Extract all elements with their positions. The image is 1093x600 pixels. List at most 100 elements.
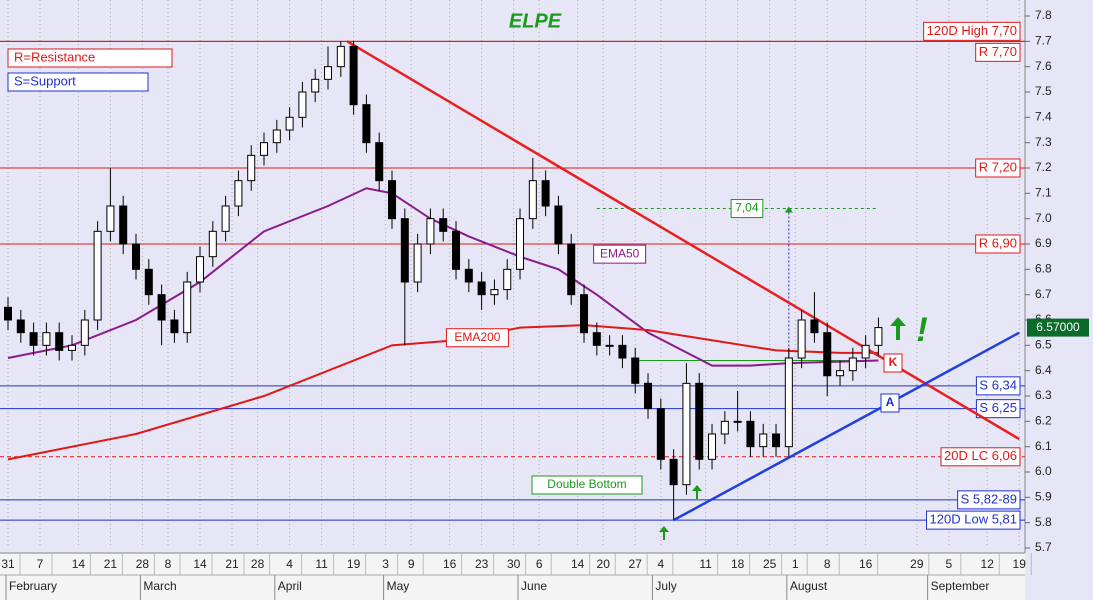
x-tick-label: 18 bbox=[731, 557, 745, 571]
x-axis-area bbox=[0, 553, 1025, 600]
level-label-box bbox=[975, 158, 1021, 178]
x-tick-label: 9 bbox=[408, 557, 415, 571]
level-label: 20D LC 6,06 bbox=[944, 448, 1017, 463]
y-tick-label: 6.3 bbox=[1035, 388, 1052, 402]
y-tick-label: 7.6 bbox=[1035, 59, 1052, 73]
x-tick-label: 16 bbox=[443, 557, 457, 571]
last-price-label: 6.57000 bbox=[1036, 320, 1080, 334]
x-tick-label: 25 bbox=[763, 557, 777, 571]
x-tick-label: 11 bbox=[315, 557, 328, 571]
candle-body bbox=[298, 91, 307, 118]
level-label-box bbox=[975, 42, 1021, 62]
candle-body bbox=[580, 294, 589, 334]
candle-body bbox=[16, 319, 25, 334]
ema-label-box bbox=[445, 328, 509, 348]
month-label: May bbox=[387, 579, 410, 593]
trendline bbox=[346, 40, 1020, 441]
target-box bbox=[730, 199, 764, 219]
level-label: 120D High 7,70 bbox=[927, 23, 1017, 38]
level-label: 120D Low 5,81 bbox=[930, 512, 1017, 527]
y-tick-label: 6.9 bbox=[1035, 236, 1052, 250]
candle-body bbox=[631, 357, 640, 384]
candle-body bbox=[4, 306, 13, 321]
level-label-box bbox=[975, 234, 1021, 254]
x-tick-label: 31 bbox=[1, 557, 15, 571]
candle-body bbox=[528, 180, 537, 220]
candle-body bbox=[157, 294, 166, 321]
last-price-box bbox=[1027, 318, 1089, 337]
level-label-box bbox=[926, 510, 1021, 530]
candle-body bbox=[810, 319, 819, 334]
y-tick-label: 5.7 bbox=[1035, 540, 1052, 554]
up-arrow bbox=[659, 526, 669, 540]
candle-body bbox=[669, 458, 678, 486]
exclamation: ! bbox=[916, 311, 927, 349]
annotation-box bbox=[880, 393, 900, 413]
x-tick-label: 23 bbox=[475, 557, 489, 571]
x-tick-label: 29 bbox=[910, 557, 924, 571]
candle-body bbox=[541, 180, 550, 207]
candle-body bbox=[272, 129, 281, 144]
candle-body bbox=[93, 230, 102, 321]
level-label-box bbox=[975, 376, 1021, 396]
target-arrow bbox=[784, 206, 793, 213]
candle-body bbox=[247, 154, 256, 182]
x-tick-label: 30 bbox=[507, 557, 521, 571]
y-tick-label: 7.4 bbox=[1035, 110, 1052, 124]
legend-label: EMA200 bbox=[454, 330, 500, 344]
candle-body bbox=[183, 281, 192, 334]
point-a: A bbox=[886, 395, 895, 409]
candle-body bbox=[285, 116, 294, 131]
x-tick-label: 3 bbox=[382, 557, 389, 571]
up-arrow bbox=[890, 317, 906, 340]
legend-label: EMA50 bbox=[600, 246, 640, 260]
candle-body bbox=[29, 332, 38, 346]
x-tick-label: 19 bbox=[347, 557, 361, 571]
candle-body bbox=[349, 45, 358, 106]
x-tick-label: 14 bbox=[193, 557, 207, 571]
x-tick-label: 8 bbox=[824, 557, 831, 571]
month-label: September bbox=[931, 579, 990, 593]
candle-body bbox=[106, 205, 115, 232]
y-tick-label: 6.7 bbox=[1035, 287, 1052, 301]
y-tick-label: 6.1 bbox=[1035, 439, 1052, 453]
target-label: 7,04 bbox=[735, 201, 759, 215]
double-bottom-label: Double Bottom bbox=[547, 477, 626, 491]
candle-body bbox=[375, 142, 384, 182]
candle-body bbox=[439, 218, 448, 232]
candle-body bbox=[490, 289, 499, 296]
candle-body bbox=[848, 357, 857, 372]
resistance-key: R=Resistance bbox=[14, 49, 95, 64]
y-tick-label: 6.8 bbox=[1035, 262, 1052, 276]
y-tick-label: 5.9 bbox=[1035, 490, 1052, 504]
annotation-box bbox=[883, 353, 903, 373]
y-tick-label: 7.3 bbox=[1035, 135, 1052, 149]
candle-body bbox=[234, 180, 243, 207]
candle-body bbox=[400, 218, 409, 283]
candle-body bbox=[759, 433, 768, 448]
level-label: S 5,82-89 bbox=[961, 491, 1017, 506]
candle-body bbox=[452, 230, 461, 270]
point-k: K bbox=[889, 355, 898, 369]
candle-body bbox=[196, 256, 205, 283]
candle-body bbox=[720, 420, 729, 435]
y-tick-label: 6.0 bbox=[1035, 464, 1052, 478]
month-label: February bbox=[9, 579, 57, 593]
candle-body bbox=[260, 142, 269, 156]
candle-body bbox=[695, 382, 704, 460]
level-label-box bbox=[940, 447, 1021, 467]
y-tick-label: 7.1 bbox=[1035, 186, 1052, 200]
level-label-box bbox=[923, 21, 1021, 41]
candle-body bbox=[823, 332, 832, 377]
x-tick-label: 19 bbox=[1013, 557, 1027, 571]
x-tick-label: 6 bbox=[536, 557, 543, 571]
y-tick-label: 7.2 bbox=[1035, 160, 1052, 174]
x-tick-label: 14 bbox=[72, 557, 86, 571]
y-tick-label: 7.0 bbox=[1035, 211, 1052, 225]
y-tick-label: 7.8 bbox=[1035, 8, 1052, 22]
y-tick-label: 7.5 bbox=[1035, 84, 1052, 98]
candle-body bbox=[170, 319, 179, 334]
month-label: August bbox=[790, 579, 828, 593]
x-tick-label: 14 bbox=[571, 557, 585, 571]
level-label-box bbox=[957, 490, 1021, 510]
